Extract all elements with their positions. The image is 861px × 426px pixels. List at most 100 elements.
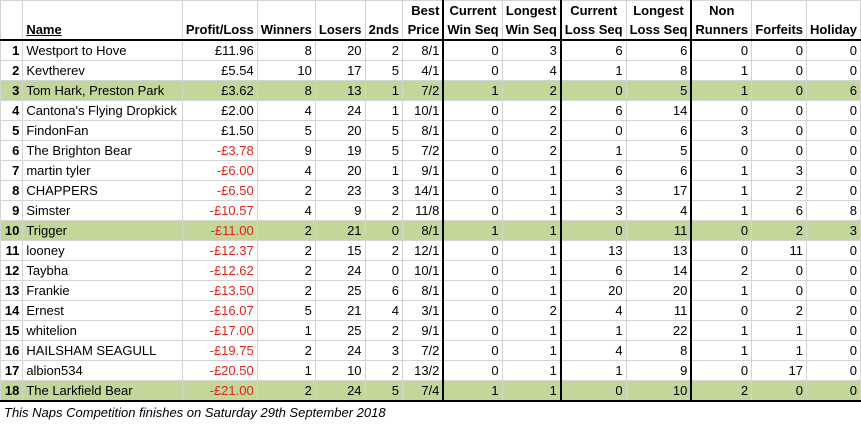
cell-forfeits: 17	[751, 360, 807, 381]
table-row: 18 The Larkfield Bear -£21.00 2 24 5 7/4 1 1 0 10 2…	[0, 380, 861, 402]
cell-non-runners: 0	[690, 240, 753, 261]
cell-current-win-seq: 0	[442, 300, 503, 321]
header-best-price-sub: Price	[401, 20, 444, 41]
cell-seconds: 0	[364, 260, 403, 281]
cell-longest-loss-seq: 9	[625, 360, 693, 381]
cell-rank: 9	[0, 200, 24, 221]
cell-current-win-seq: 0	[442, 200, 503, 221]
cell-name: Taybha	[22, 260, 183, 281]
cell-rank: 16	[0, 340, 24, 361]
cell-seconds: 5	[364, 380, 403, 402]
cell-seconds: 5	[364, 60, 403, 81]
header-losers: Losers	[314, 20, 366, 41]
table-row: 4 Cantona's Flying Dropkick £2.00 4 24 1 10/1 0…	[0, 100, 861, 121]
table-row: 10 Trigger -£11.00 2 21 0 8/1 1 1 0 11 0 2 3	[0, 220, 861, 241]
cell-best-price: 8/1	[401, 280, 444, 301]
cell-name: Kevtherev	[22, 60, 183, 81]
cell-current-win-seq: 0	[442, 39, 503, 61]
cell-current-loss-seq: 0	[560, 80, 627, 101]
cell-winners: 2	[256, 340, 316, 361]
header-longest-loss-seq-sub: Loss Seq	[625, 20, 693, 41]
cell-best-price: 10/1	[401, 260, 444, 281]
cell-profit-loss: £5.54	[181, 60, 258, 81]
cell-longest-win-seq: 1	[501, 360, 562, 381]
header-non-runners: Non	[690, 0, 753, 20]
cell-longest-loss-seq: 10	[625, 380, 693, 402]
cell-longest-win-seq: 1	[501, 160, 562, 181]
cell-winners: 2	[256, 180, 316, 201]
header-row: Name Profit/Loss Winners Losers 2nds Pri…	[0, 20, 861, 41]
cell-losers: 25	[314, 280, 366, 301]
cell-holiday: 3	[806, 220, 861, 241]
cell-losers: 25	[314, 320, 366, 341]
cell-seconds: 2	[364, 240, 403, 261]
cell-rank: 14	[0, 300, 24, 321]
cell-holiday: 0	[806, 120, 861, 141]
cell-best-price: 8/1	[401, 120, 444, 141]
cell-holiday: 0	[806, 280, 861, 301]
cell-seconds: 5	[364, 140, 403, 161]
cell-holiday: 0	[806, 39, 861, 61]
cell-longest-win-seq: 1	[501, 220, 562, 241]
header-name: Name	[22, 20, 183, 41]
cell-best-price: 9/1	[401, 320, 444, 341]
cell-losers: 24	[314, 380, 366, 402]
cell-best-price: 10/1	[401, 100, 444, 121]
cell-forfeits: 0	[751, 60, 807, 81]
cell-forfeits: 0	[751, 120, 807, 141]
cell-seconds: 1	[364, 80, 403, 101]
cell-current-loss-seq: 1	[560, 60, 627, 81]
cell-losers: 13	[314, 80, 366, 101]
header-forfeits-top	[751, 0, 807, 20]
cell-profit-loss: -£6.50	[181, 180, 258, 201]
cell-winners: 8	[256, 80, 316, 101]
cell-non-runners: 0	[690, 360, 753, 381]
cell-current-loss-seq: 0	[560, 120, 627, 141]
table-row: 5 FindonFan £1.50 5 20 5 8/1 0 2 0 6 3 0 0	[0, 120, 861, 141]
table-row: 9 Simster -£10.57 4 9 2 11/8 0 1 3 4 1 6 8	[0, 200, 861, 221]
cell-forfeits: 0	[751, 260, 807, 281]
cell-holiday: 0	[806, 180, 861, 201]
table-row: 17 albion534 -£20.50 1 10 2 13/2 0 1 1 9 0 17 0	[0, 360, 861, 381]
header-best-price: Best	[401, 0, 444, 20]
cell-best-price: 7/2	[401, 140, 444, 161]
cell-longest-loss-seq: 11	[625, 220, 693, 241]
cell-non-runners: 3	[690, 120, 753, 141]
competition-footer-note: This Naps Competition finishes on Saturd…	[4, 405, 386, 420]
cell-holiday: 0	[806, 300, 861, 321]
cell-holiday: 0	[806, 380, 861, 402]
cell-winners: 10	[256, 60, 316, 81]
cell-current-loss-seq: 4	[560, 340, 627, 361]
cell-name: Frankie	[22, 280, 183, 301]
cell-longest-win-seq: 1	[501, 380, 562, 402]
cell-losers: 9	[314, 200, 366, 221]
cell-profit-loss: -£6.00	[181, 160, 258, 181]
cell-longest-loss-seq: 6	[625, 160, 693, 181]
cell-current-loss-seq: 6	[560, 260, 627, 281]
cell-current-win-seq: 0	[442, 340, 503, 361]
header-current-win-seq-sub: Win Seq	[442, 20, 503, 41]
cell-current-loss-seq: 6	[560, 160, 627, 181]
table-row: 8 CHAPPERS -£6.50 2 23 3 14/1 0 1 3 17 1 2 0	[0, 180, 861, 201]
cell-non-runners: 0	[690, 220, 753, 241]
cell-current-loss-seq: 1	[560, 320, 627, 341]
header-longest-loss-seq: Longest	[625, 0, 693, 20]
cell-best-price: 9/1	[401, 160, 444, 181]
cell-current-win-seq: 1	[442, 80, 503, 101]
cell-holiday: 0	[806, 320, 861, 341]
cell-rank: 4	[0, 100, 24, 121]
header-winners: Winners	[256, 20, 316, 41]
cell-seconds: 6	[364, 280, 403, 301]
header-winners-top	[256, 0, 316, 20]
cell-rank: 13	[0, 280, 24, 301]
cell-best-price: 11/8	[401, 200, 444, 221]
cell-non-runners: 1	[690, 200, 753, 221]
cell-non-runners: 1	[690, 60, 753, 81]
table-row: 11 looney -£12.37 2 15 2 12/1 0 1 13 13 0 11 0	[0, 240, 861, 261]
table-row: 14 Ernest -£16.07 5 21 4 3/1 0 2 4 11 0 2 0	[0, 300, 861, 321]
cell-best-price: 14/1	[401, 180, 444, 201]
cell-current-win-seq: 0	[442, 100, 503, 121]
cell-current-loss-seq: 3	[560, 200, 627, 221]
cell-seconds: 2	[364, 360, 403, 381]
